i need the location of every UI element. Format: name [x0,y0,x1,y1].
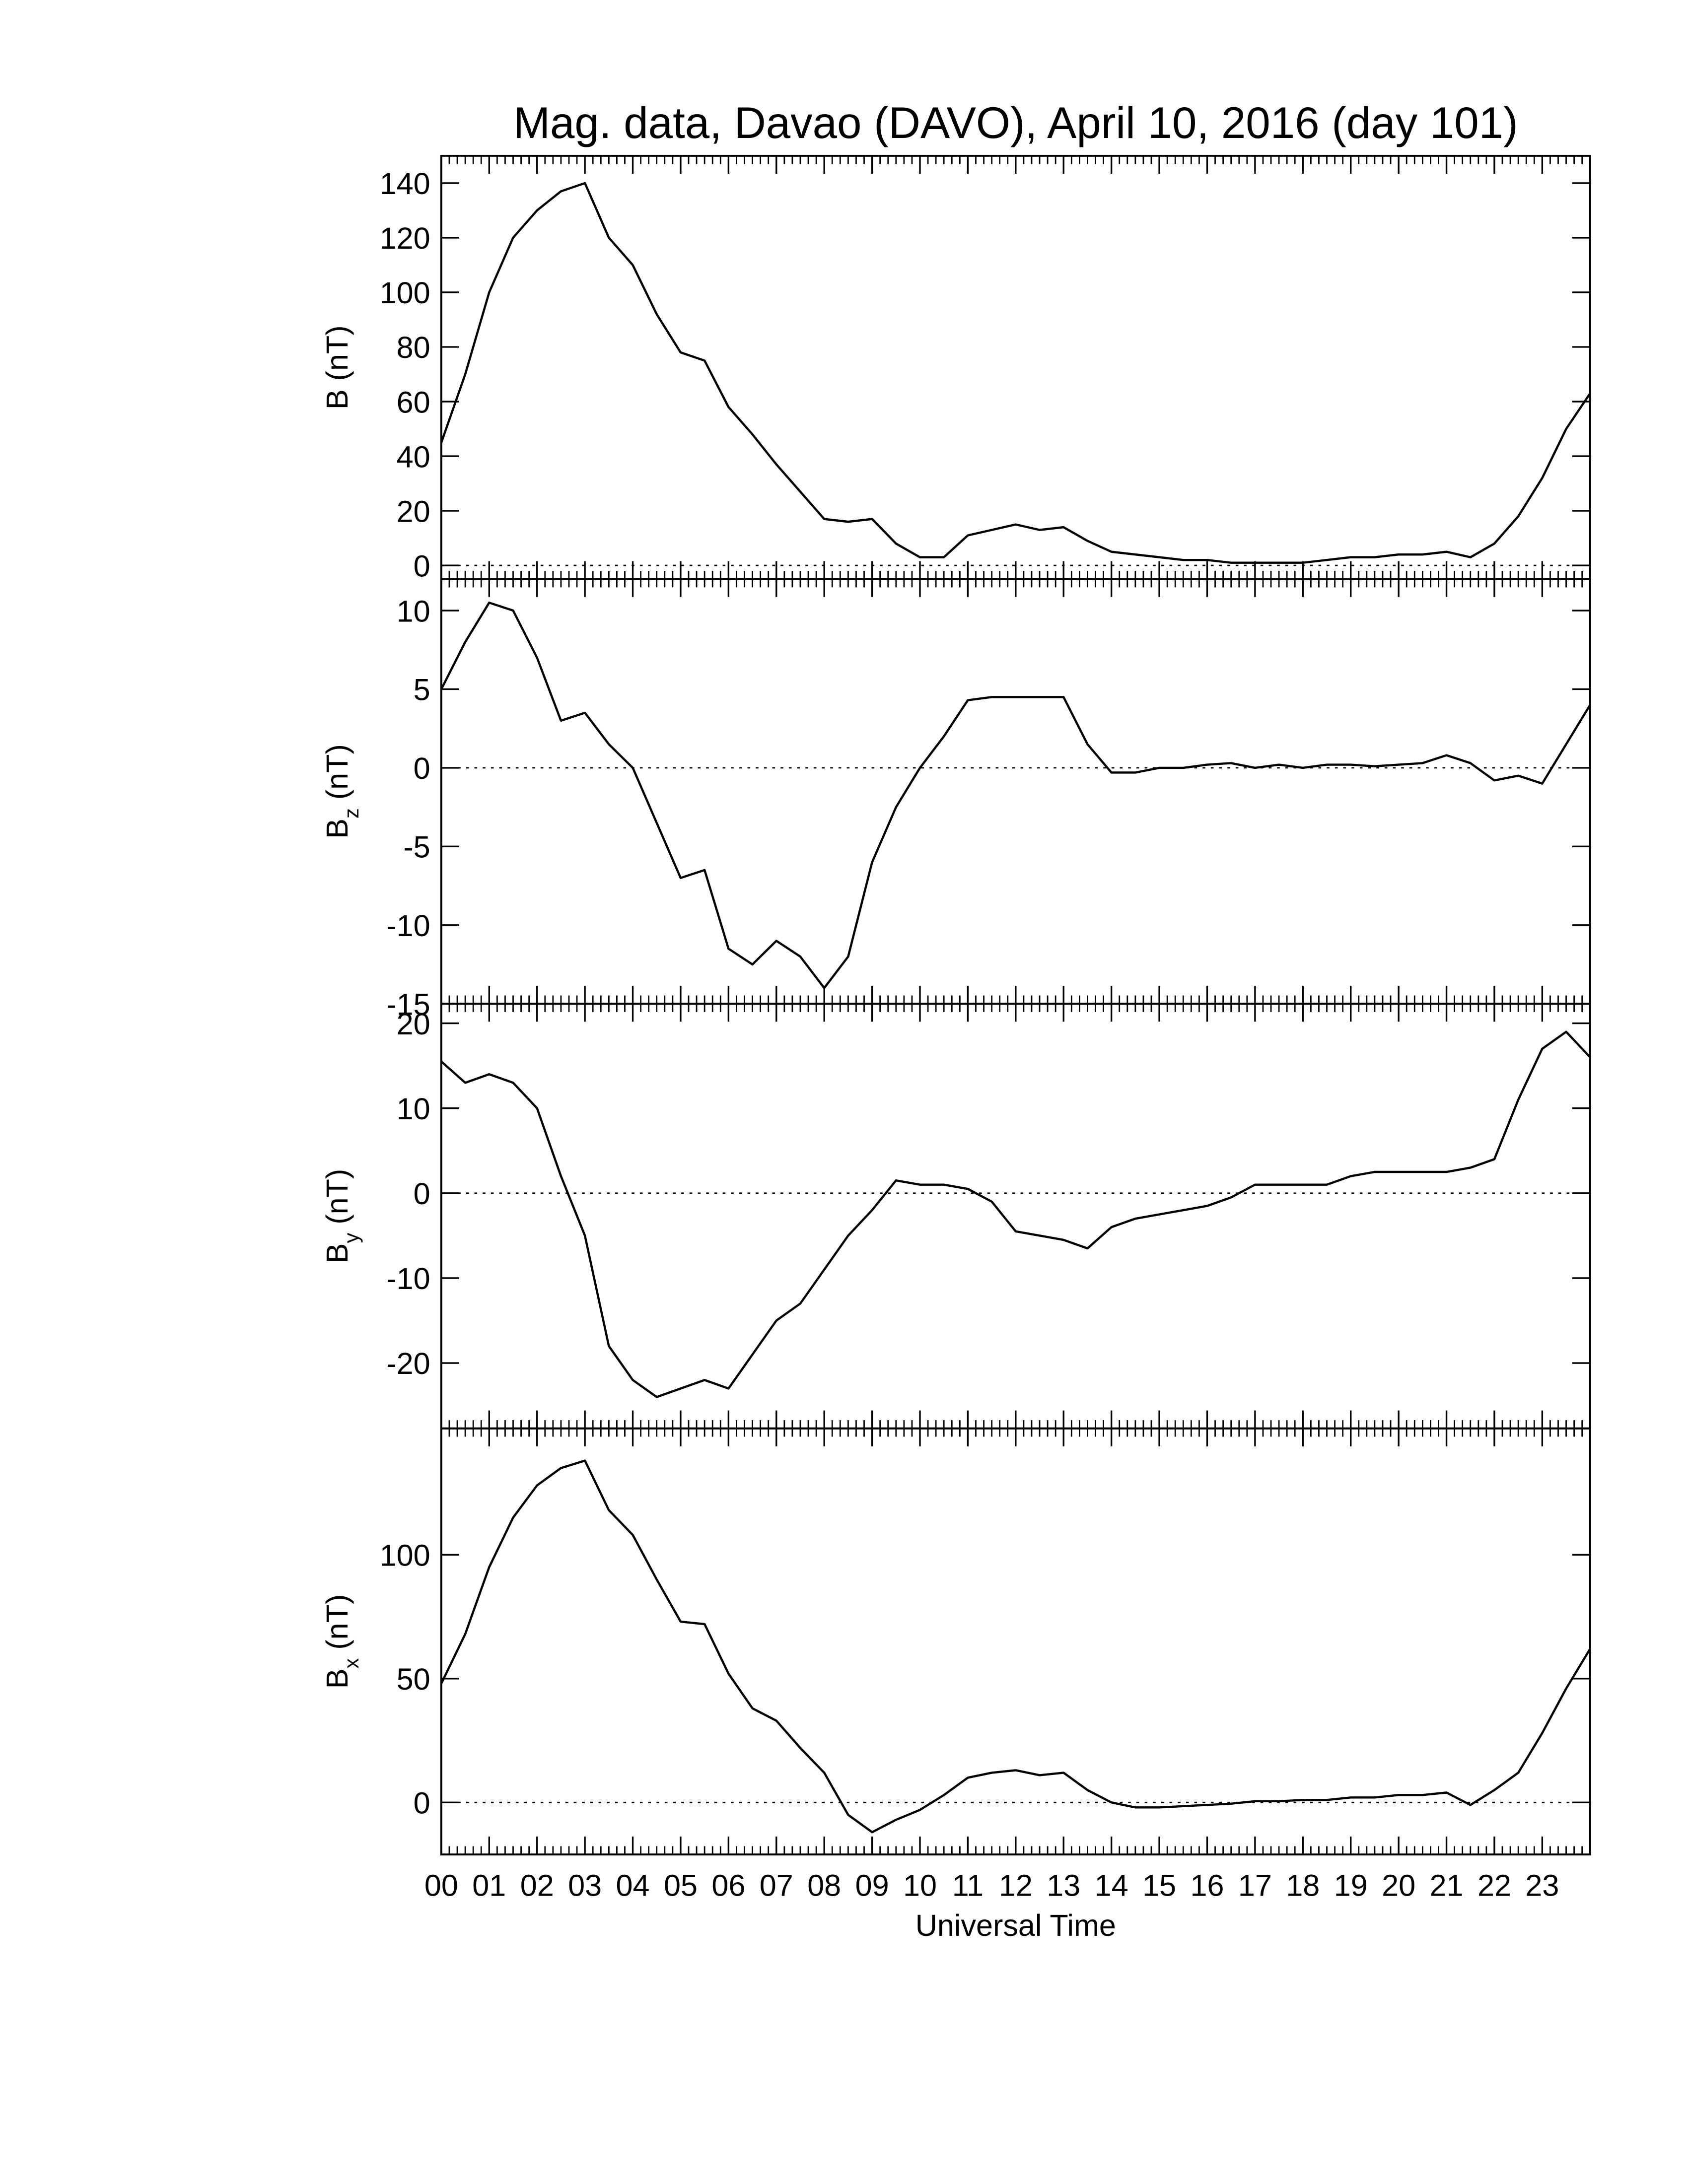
y-label-unit: (nT) [320,1594,354,1658]
y-tick-label: 40 [397,440,430,474]
y-tick-label: -10 [386,1262,430,1296]
y-tick-label: 10 [397,594,430,628]
y-label-main: B [320,1668,354,1689]
y-axis-label: Bz (nT) [320,744,363,839]
x-tick-label: 19 [1334,1868,1368,1902]
y-tick-label: 80 [397,331,430,364]
x-tick-label: 18 [1286,1868,1320,1902]
y-tick-label: 20 [397,1007,430,1041]
x-tick-label: 08 [807,1868,841,1902]
y-tick-label: 0 [414,1786,430,1820]
x-tick-label: 11 [952,1868,984,1902]
y-tick-label: -20 [386,1347,430,1380]
y-tick-label: 140 [380,167,430,201]
data-line [440,601,1591,989]
y-tick-label: -10 [386,909,430,943]
y-tick-label: -5 [403,830,430,864]
y-tick-label: 0 [414,549,430,583]
y-label-sub: x [340,1658,363,1668]
y-tick-label: 10 [397,1092,430,1126]
x-tick-label: 22 [1477,1868,1511,1902]
data-line [440,1459,1591,1834]
panel-frame [440,1427,1591,1856]
y-tick-label: 0 [414,751,430,785]
x-tick-label: 16 [1190,1868,1224,1902]
x-tick-label: 23 [1525,1868,1559,1902]
x-tick-label: 15 [1142,1868,1176,1902]
x-tick-label: 02 [520,1868,554,1902]
chart-title: Mag. data, Davao (DAVO), April 10, 2016 … [513,98,1518,147]
y-axis-label: Bx (nT) [320,1594,363,1689]
y-tick-label: -15 [386,987,430,1021]
x-tick-label: 10 [903,1868,937,1902]
data-line [440,1030,1591,1398]
y-axis-label: B (nT) [320,325,354,410]
x-tick-label: 04 [616,1868,650,1902]
y-tick-label: 100 [380,276,430,310]
y-label-sub: z [340,808,363,819]
x-tick-label: 12 [999,1868,1033,1902]
x-tick-label: 09 [855,1868,889,1902]
x-tick-label: 03 [568,1868,602,1902]
y-label-main: B [320,1243,354,1264]
y-label-unit: (nT) [320,744,354,808]
x-tick-label: 06 [711,1868,745,1902]
x-tick-label: 21 [1430,1868,1464,1902]
y-axis-label: By (nT) [320,1169,363,1264]
y-tick-label: 50 [397,1662,430,1696]
x-tick-label: 13 [1047,1868,1080,1902]
y-tick-label: 120 [380,221,430,255]
y-tick-label: 20 [397,494,430,528]
x-tick-label: 20 [1382,1868,1415,1902]
x-tick-label: 00 [424,1868,458,1902]
y-label-main: B [320,819,354,839]
y-label-unit: (nT) [320,1169,354,1233]
y-label-unit: (nT) [320,325,354,389]
y-label-sub: y [340,1233,363,1243]
y-tick-label: 100 [380,1539,430,1572]
x-tick-label: 05 [664,1868,698,1902]
data-line [440,182,1591,564]
x-tick-label: 01 [472,1868,506,1902]
y-tick-label: 60 [397,385,430,419]
x-axis-label: Universal Time [915,1909,1116,1942]
x-tick-label: 14 [1095,1868,1128,1902]
y-tick-label: 5 [414,673,430,707]
x-tick-label: 17 [1238,1868,1272,1902]
y-label-main: B [320,389,354,410]
y-tick-label: 0 [414,1177,430,1211]
x-tick-label: 07 [760,1868,793,1902]
